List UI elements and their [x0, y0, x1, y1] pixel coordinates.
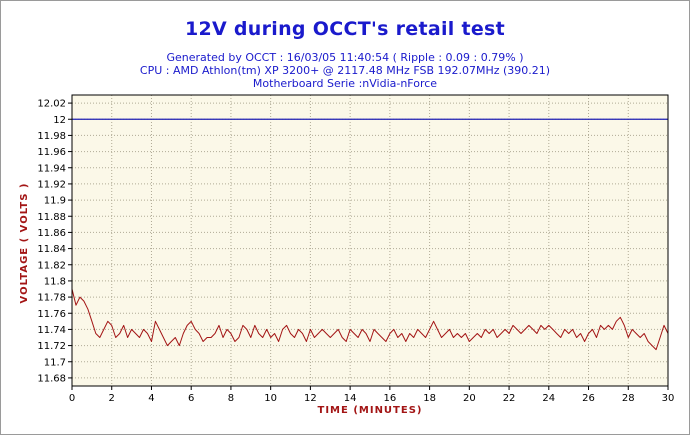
- y-tick-label: 11.8: [44, 276, 66, 287]
- y-tick-label: 11.84: [37, 244, 66, 255]
- chart-subtitle-motherboard: Motherboard Serie :nVidia-nForce: [252, 77, 438, 90]
- y-tick-label: 11.94: [37, 163, 66, 174]
- plot-area: [72, 95, 668, 386]
- voltage-series-line: [71, 288, 669, 351]
- y-tick-label: 11.98: [37, 131, 66, 142]
- y-tick-label: 11.72: [37, 341, 66, 352]
- y-tick-label: 11.78: [37, 293, 66, 304]
- y-tick-label: 11.76: [37, 309, 66, 320]
- y-tick-label: 12: [53, 115, 66, 126]
- chart-title: 12V during OCCT's retail test: [184, 18, 506, 40]
- x-tick-label: 6: [188, 393, 194, 404]
- x-tick-label: 26: [582, 393, 595, 404]
- x-tick-label: 0: [69, 393, 75, 404]
- x-tick-label: 16: [383, 393, 396, 404]
- x-tick-label: 20: [463, 393, 476, 404]
- plot-border: [71, 94, 669, 387]
- y-tick-label: 11.92: [37, 179, 66, 190]
- y-tick-label: 11.82: [37, 260, 66, 271]
- x-tick-label: 22: [503, 393, 516, 404]
- x-tick-label: 28: [622, 393, 635, 404]
- y-tick-label: 11.86: [37, 228, 66, 239]
- y-tick-label: 11.9: [44, 196, 66, 207]
- y-tick-label: 11.74: [37, 325, 66, 336]
- y-tick-label: 11.88: [37, 212, 66, 223]
- x-tick-label: 30: [662, 393, 675, 404]
- y-axis-title: VOLTAGE ( VOLTS ): [19, 183, 30, 304]
- x-tick-label: 2: [109, 393, 115, 404]
- y-tick-label: 12.02: [37, 99, 66, 110]
- y-tick-label: 11.96: [37, 147, 66, 158]
- y-tick-label: 11.7: [44, 357, 66, 368]
- x-tick-label: 18: [423, 393, 436, 404]
- y-tick-label: 11.68: [37, 373, 66, 384]
- x-tick-label: 8: [228, 393, 234, 404]
- chart-subtitle-generated: Generated by OCCT : 16/03/05 11:40:54 ( …: [166, 51, 524, 64]
- x-tick-label: 12: [304, 393, 317, 404]
- x-tick-label: 4: [148, 393, 154, 404]
- x-tick-label: 10: [264, 393, 277, 404]
- chart-subtitle-cpu: CPU : AMD Athlon(tm) XP 3200+ @ 2117.48 …: [139, 64, 551, 77]
- x-tick-label: 24: [542, 393, 555, 404]
- x-axis-title: TIME (MINUTES): [318, 405, 423, 416]
- x-tick-label: 14: [344, 393, 357, 404]
